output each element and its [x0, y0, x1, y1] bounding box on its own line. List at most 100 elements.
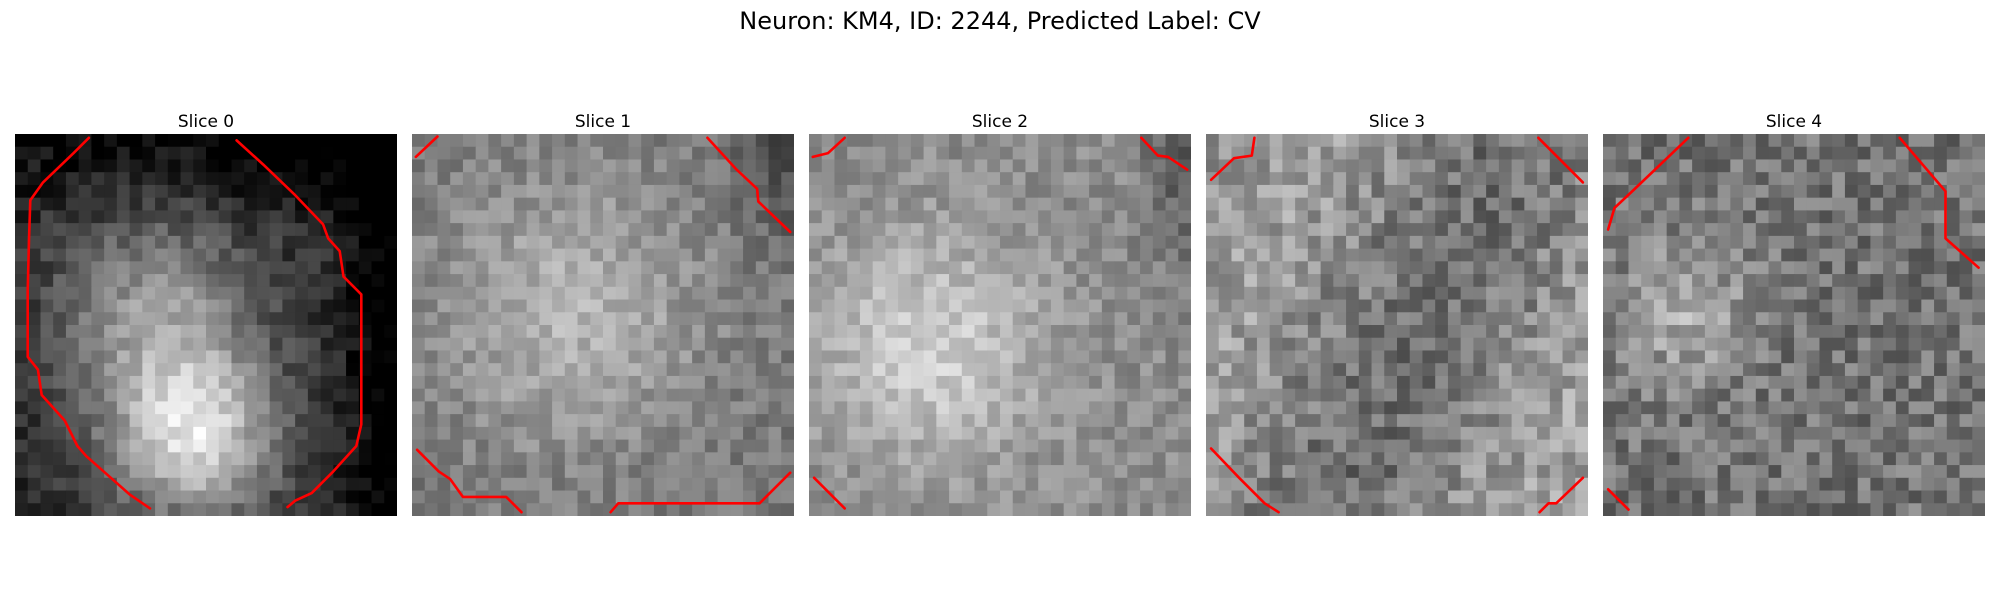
- pixel: [1895, 452, 1910, 466]
- pixel: [1486, 490, 1500, 504]
- pixel: [1921, 490, 1935, 504]
- pixel: [295, 159, 309, 173]
- pixel: [1447, 401, 1462, 415]
- pixel: [462, 274, 477, 288]
- pixel: [743, 439, 757, 453]
- pixel: [384, 312, 397, 326]
- pixel: [949, 439, 963, 453]
- pixel: [358, 210, 373, 224]
- pixel: [1282, 210, 1296, 224]
- pixel: [1397, 312, 1411, 326]
- pixel: [91, 235, 105, 250]
- pixel: [1218, 452, 1232, 466]
- pixel: [65, 312, 80, 326]
- pixel: [666, 452, 680, 466]
- pixel: [936, 146, 950, 160]
- pixel: [116, 146, 131, 160]
- pixel: [1206, 312, 1220, 326]
- pixel: [91, 210, 105, 224]
- pixel: [809, 350, 823, 364]
- pixel: [1152, 235, 1167, 250]
- pixel: [1806, 286, 1820, 301]
- slice-panel-3: Slice 3: [1206, 110, 1588, 516]
- pixel: [104, 503, 118, 516]
- pixel: [1549, 184, 1564, 199]
- pixel: [1140, 299, 1154, 313]
- pixel: [424, 235, 438, 250]
- pixel: [1346, 210, 1360, 224]
- pixel: [743, 299, 757, 313]
- pixel: [78, 477, 92, 492]
- pixel: [1717, 197, 1731, 211]
- pixel: [781, 414, 794, 428]
- pixel: [1562, 146, 1576, 160]
- pixel: [488, 337, 502, 351]
- pixel: [961, 248, 976, 262]
- pixel: [692, 159, 706, 173]
- pixel: [1256, 235, 1271, 250]
- pixel: [1295, 414, 1309, 428]
- pixel: [974, 363, 988, 377]
- pixel: [1679, 172, 1693, 186]
- pixel: [78, 235, 92, 250]
- pixel: [1653, 261, 1668, 275]
- pixel: [961, 235, 976, 250]
- pixel: [1946, 452, 1961, 466]
- pixel: [936, 325, 950, 339]
- pixel: [1269, 401, 1283, 415]
- pixel: [821, 388, 835, 402]
- pixel: [1628, 439, 1642, 453]
- pixel: [1063, 375, 1077, 390]
- pixel: [1371, 452, 1385, 466]
- pixel: [1307, 350, 1322, 364]
- pixel: [40, 414, 54, 428]
- pixel: [1628, 401, 1642, 415]
- pixel: [1025, 452, 1039, 466]
- pixel: [346, 414, 360, 428]
- pixel: [1089, 337, 1103, 351]
- pixel: [53, 388, 67, 402]
- pixel: [437, 414, 451, 428]
- pixel: [1883, 363, 1897, 377]
- pixel: [1857, 248, 1871, 262]
- pixel: [539, 261, 553, 275]
- pixel: [1397, 235, 1411, 250]
- pixel: [1206, 363, 1220, 377]
- pixel: [1537, 388, 1551, 402]
- pixel: [1333, 223, 1347, 237]
- pixel: [193, 210, 207, 224]
- pixel: [1832, 172, 1846, 186]
- pixel: [462, 184, 477, 199]
- pixel: [949, 401, 963, 415]
- pixel: [346, 477, 360, 492]
- pixel: [1934, 325, 1948, 339]
- pixel: [1870, 350, 1884, 364]
- pixel: [1498, 299, 1513, 313]
- pixel: [333, 146, 347, 160]
- pixel: [1575, 235, 1588, 250]
- pixel: [1870, 439, 1884, 453]
- pixel: [961, 286, 976, 301]
- pixel: [1244, 210, 1258, 224]
- pixel: [244, 388, 258, 402]
- slice-image-3: [1206, 134, 1588, 516]
- pixel: [1256, 477, 1271, 492]
- pixel: [333, 375, 347, 390]
- pixel: [936, 274, 950, 288]
- pixel: [1152, 414, 1167, 428]
- pixel: [1307, 452, 1322, 466]
- pixel: [1089, 210, 1103, 224]
- pixel: [1768, 235, 1782, 250]
- pixel: [450, 401, 464, 415]
- pixel: [320, 401, 334, 415]
- pixel: [834, 350, 848, 364]
- pixel: [1089, 159, 1103, 173]
- pixel: [513, 261, 528, 275]
- pixel: [269, 490, 283, 504]
- pixel: [282, 465, 296, 479]
- pixel: [539, 375, 553, 390]
- pixel: [155, 197, 169, 211]
- pixel: [142, 414, 156, 428]
- pixel: [809, 210, 823, 224]
- pixel: [603, 210, 617, 224]
